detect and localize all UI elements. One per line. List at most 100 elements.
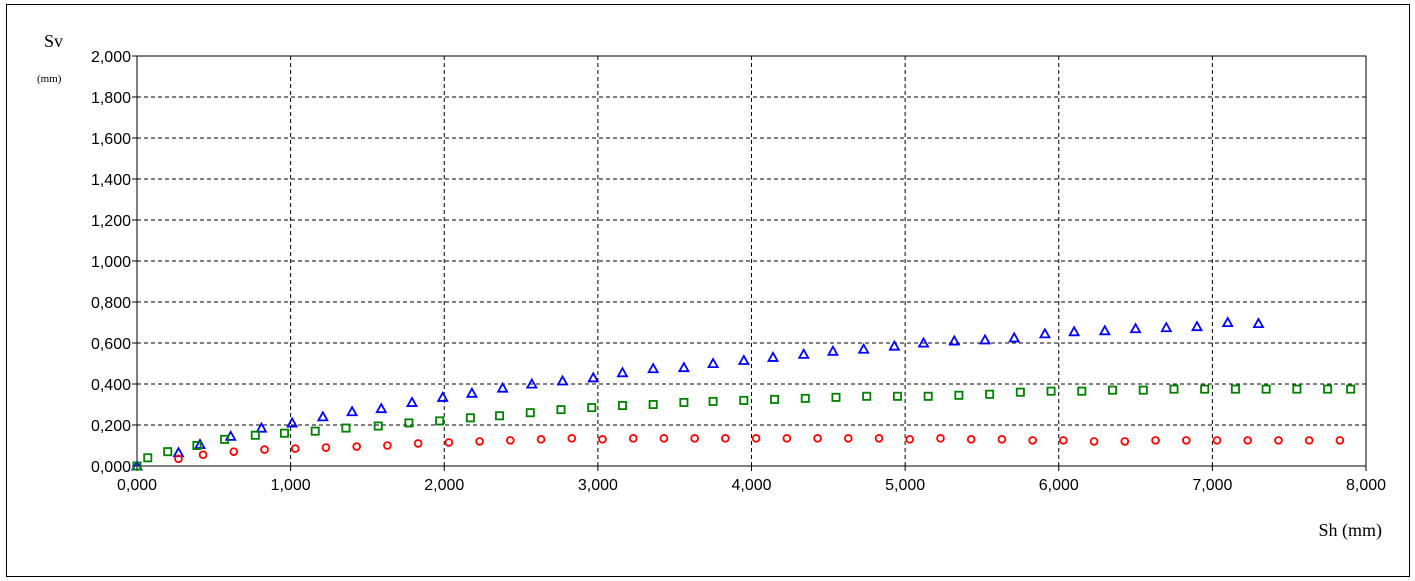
y-tick-label: 0,200 (91, 418, 131, 435)
data-point-square (1015, 387, 1025, 397)
data-point-triangle (826, 344, 839, 356)
x-tick-label: 0,000 (117, 477, 157, 494)
data-point-triangle (587, 371, 600, 383)
x-tick-label: 6,000 (1039, 477, 1079, 494)
data-point-square (617, 401, 627, 411)
data-point-triangle (525, 377, 538, 389)
data-point-square (892, 391, 902, 401)
data-point-triangle (737, 354, 750, 365)
data-point-circle (874, 434, 884, 443)
data-point-square (800, 393, 810, 403)
data-series (130, 316, 1356, 471)
data-point-triangle (948, 334, 961, 346)
data-point-circle (444, 438, 454, 447)
data-point-circle (1028, 436, 1037, 445)
data-point-triangle (888, 339, 901, 351)
data-point-square (1323, 384, 1333, 394)
data-point-square (143, 453, 153, 463)
y-tick-label: 1,800 (91, 90, 131, 107)
y-tick-label: 1,000 (91, 254, 131, 271)
data-point-square (132, 461, 142, 471)
data-point-square (279, 428, 289, 438)
data-point-square (985, 389, 995, 399)
data-point-square (435, 416, 445, 426)
data-point-square (1077, 386, 1087, 396)
data-point-triangle (375, 402, 388, 414)
x-tick-label: 4,000 (731, 477, 771, 494)
data-point-triangle (647, 362, 660, 374)
data-point-circle (1151, 436, 1160, 445)
series-square (132, 384, 1356, 471)
y-tick-label: 1,600 (91, 131, 131, 148)
data-point-triangle (1160, 321, 1173, 333)
data-point-circle (1089, 437, 1099, 446)
y-tick-label: 0,600 (91, 336, 131, 353)
data-point-circle (260, 445, 269, 454)
x-tick-label: 2,000 (424, 477, 464, 494)
data-point-square (163, 447, 173, 457)
data-point-circle (475, 437, 484, 446)
data-point-circle (198, 450, 208, 460)
data-point-triangle (1038, 327, 1051, 339)
y-tick-label: 0,400 (91, 377, 131, 394)
data-point-circle (936, 434, 945, 443)
data-point-circle (1212, 436, 1222, 445)
data-point-circle (690, 434, 699, 443)
data-point-circle (1059, 436, 1068, 445)
data-point-triangle (496, 381, 509, 393)
y-axis-title: Sv (44, 31, 63, 51)
data-point-square (220, 434, 230, 444)
data-point-square (708, 396, 718, 406)
data-point-circle (751, 434, 761, 443)
data-point-circle (843, 434, 853, 443)
data-point-square (1346, 384, 1356, 394)
data-point-triangle (1098, 324, 1111, 336)
tick-labels: 0,000 0,200 0,400 0,600 0,800 1,000 1,200 1,400… (91, 49, 1386, 494)
y-tick-label: 1,400 (91, 172, 131, 189)
chart-svg: 0,000 0,200 0,400 0,600 0,800 1,000 1,200 1,400… (37, 31, 1386, 541)
data-point-triangle (255, 421, 268, 433)
data-point-circle (997, 435, 1007, 444)
chart-frame: 0,000 0,200 0,400 0,600 0,800 1,000 1,200 1,400… (6, 4, 1410, 577)
series-triangle (130, 316, 1265, 471)
y-axis-unit: (mm) (37, 73, 62, 85)
data-point-circle (721, 434, 730, 443)
data-point-square (923, 391, 933, 401)
data-point-circle (1335, 436, 1345, 445)
data-point-circle (536, 435, 546, 444)
y-tick-label: 0,800 (91, 295, 131, 312)
x-axis-title: Sh (mm) (1318, 520, 1382, 541)
data-point-triangle (1221, 316, 1234, 328)
data-point-triangle (766, 350, 780, 362)
data-point-square (1169, 384, 1179, 394)
data-point-square (1292, 384, 1302, 394)
data-point-circle (352, 442, 361, 451)
data-point-square (954, 390, 964, 400)
data-point-triangle (677, 361, 690, 373)
plot-border (136, 55, 1367, 467)
data-point-triangle (1008, 331, 1021, 343)
data-point-square (310, 426, 320, 436)
data-point-triangle (797, 347, 810, 359)
data-point-square (465, 413, 475, 423)
data-point-square (1108, 385, 1118, 395)
data-point-circle (598, 435, 607, 444)
data-point-square (1230, 384, 1240, 394)
data-point-circle (1181, 436, 1191, 445)
data-point-square (831, 392, 841, 402)
data-point-circle (1243, 436, 1253, 445)
data-point-triangle (316, 410, 329, 422)
data-point-square (250, 430, 260, 440)
data-point-circle (290, 444, 300, 453)
data-point-circle (174, 454, 183, 464)
data-point-triangle (286, 416, 299, 428)
data-point-square (587, 403, 597, 413)
data-point-square (495, 411, 505, 421)
data-point-square (341, 423, 351, 433)
data-point-circle (383, 441, 392, 450)
data-point-circle (966, 435, 976, 444)
data-point-triangle (978, 333, 992, 345)
data-point-triangle (346, 405, 359, 417)
data-point-triangle (1252, 317, 1265, 329)
x-tick-label: 3,000 (578, 477, 618, 494)
